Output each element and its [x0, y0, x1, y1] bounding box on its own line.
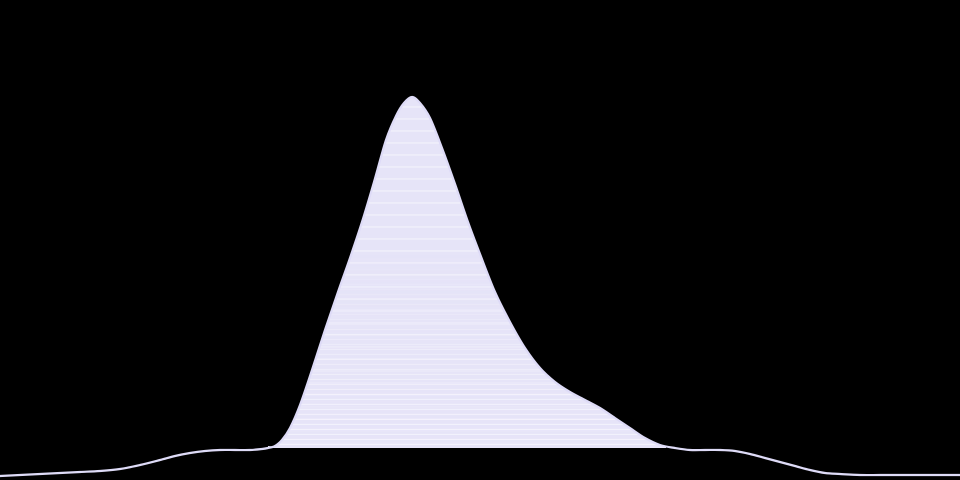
- density-curve-line: [0, 95, 960, 478]
